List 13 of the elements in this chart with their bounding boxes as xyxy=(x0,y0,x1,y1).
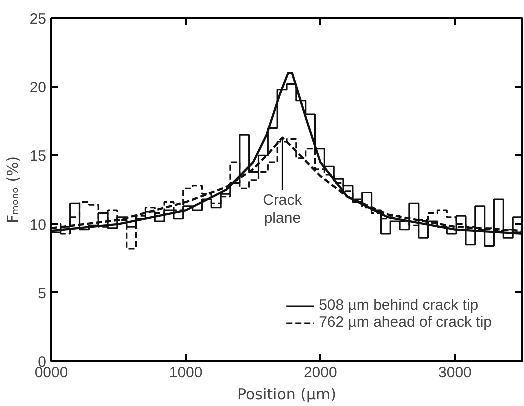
y-tick-label: 20 xyxy=(30,80,47,97)
x-tick-label: 1000 xyxy=(169,364,203,382)
x-tick-label: 3000 xyxy=(438,364,472,382)
y-tick-label: 10 xyxy=(30,216,47,234)
x-axis-title: Position (µm) xyxy=(237,386,337,404)
x-tick-label: 2000 xyxy=(304,364,338,382)
y-tick-label: 15 xyxy=(30,148,47,166)
legend-label: 762 µm ahead of crack tip xyxy=(319,314,492,331)
y-axis-title: Fₘₒₙₒ (%) xyxy=(4,156,22,224)
y-tick-label: 5 xyxy=(38,285,46,302)
legend-label: 508 µm behind crack tip xyxy=(319,297,479,314)
y-tick-label: 25 xyxy=(30,11,47,28)
annotation: Crack plane xyxy=(263,192,303,227)
